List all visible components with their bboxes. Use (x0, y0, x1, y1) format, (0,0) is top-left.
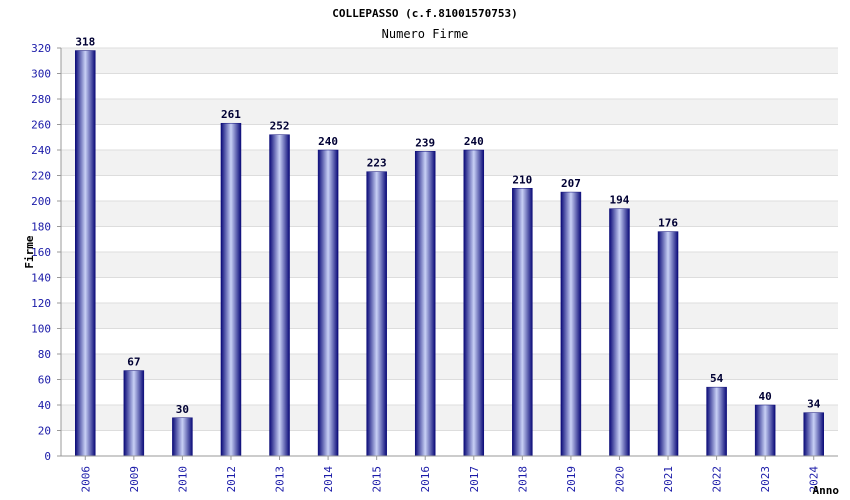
y-tick-label: 100 (31, 323, 51, 336)
y-tick-label: 60 (38, 374, 51, 387)
x-tick-label-2018: 2018 (516, 466, 529, 493)
y-tick-label: 200 (31, 195, 51, 208)
x-tick-label-2017: 2017 (468, 466, 481, 493)
bar-2013 (269, 134, 290, 457)
y-tick-label: 300 (31, 68, 51, 81)
value-label-2022: 54 (710, 372, 724, 385)
value-label-2013: 252 (270, 120, 290, 133)
y-tick-label: 280 (31, 93, 51, 106)
x-tick-label-2014: 2014 (322, 466, 335, 493)
grid-band (61, 150, 838, 176)
x-tick-label-2009: 2009 (128, 466, 141, 493)
x-tick-label-2013: 2013 (274, 466, 287, 493)
bar-2015 (366, 171, 387, 457)
value-label-2020: 194 (610, 194, 630, 207)
grid-band (61, 201, 838, 227)
x-tick-label-2015: 2015 (371, 466, 384, 493)
bar-2010 (172, 417, 193, 457)
bar-2016 (414, 151, 436, 457)
value-label-2006: 318 (75, 36, 95, 49)
chart-title: COLLEPASSO (c.f.81001570753) (332, 7, 517, 20)
y-tick-label: 160 (31, 246, 51, 259)
x-tick-label-2006: 2006 (79, 466, 92, 493)
value-label-2016: 239 (415, 136, 435, 149)
y-tick-label: 40 (38, 399, 51, 412)
value-label-2010: 30 (176, 403, 189, 416)
x-tick-label-2022: 2022 (711, 466, 724, 493)
bar-2019 (560, 191, 582, 457)
value-label-2015: 223 (367, 157, 387, 170)
bar-2014 (317, 149, 339, 457)
y-tick-label: 80 (38, 348, 51, 361)
plot-background (61, 48, 838, 431)
value-label-2021: 176 (658, 217, 678, 230)
x-tick-label-2023: 2023 (759, 466, 772, 493)
grid-band (61, 99, 838, 125)
y-tick-label: 260 (31, 119, 51, 132)
value-label-2024: 34 (807, 398, 821, 411)
value-label-2017: 240 (464, 135, 484, 148)
value-labels: 318 67 30 261 252 240 223 239 240 210 207 194 176 54 4… (75, 36, 820, 416)
chart-subtitle: Numero Firme (382, 27, 469, 41)
value-label-2014: 240 (318, 135, 338, 148)
grid-band (61, 252, 838, 278)
value-label-2018: 210 (512, 173, 532, 186)
y-tick-label: 20 (38, 425, 51, 438)
value-label-2012: 261 (221, 108, 241, 121)
x-tick-label-2020: 2020 (613, 466, 626, 493)
bar-2009 (123, 370, 145, 457)
value-label-2009: 67 (127, 356, 140, 369)
grid-band (61, 48, 838, 74)
x-tick-label-2016: 2016 (419, 466, 432, 493)
y-tick-label: 180 (31, 221, 51, 234)
value-label-2019: 207 (561, 177, 581, 190)
x-tick-label-2021: 2021 (662, 466, 675, 493)
bar-2024 (803, 412, 824, 457)
bar-2018 (512, 188, 533, 457)
y-axis-ticks: 0 20 40 60 80 100 120 140 160 180 200 220 240 260 280 3… (31, 42, 61, 463)
y-tick-label: 240 (31, 144, 51, 157)
bar-2006 (75, 50, 96, 457)
x-tick-label-2010: 2010 (176, 466, 189, 493)
y-tick-label: 220 (31, 170, 51, 183)
bar-2020 (609, 208, 630, 457)
y-tick-label: 0 (44, 450, 51, 463)
y-tick-label: 140 (31, 272, 51, 285)
bars (75, 50, 824, 457)
bar-2022 (706, 386, 727, 457)
bar-2012 (220, 122, 242, 457)
bar-2017 (463, 149, 485, 457)
x-axis-ticks: 2006 2009 2010 2012 2013 2014 2015 2016 2017 2018… (79, 456, 821, 493)
grid-band (61, 354, 838, 380)
grid-band (61, 303, 838, 329)
x-tick-label-2012: 2012 (225, 466, 238, 493)
y-tick-label: 320 (31, 42, 51, 55)
bar-2021 (657, 231, 679, 457)
x-axis-label: Anno (813, 484, 840, 497)
x-tick-label-2019: 2019 (565, 466, 578, 493)
y-tick-label: 120 (31, 297, 51, 310)
value-label-2023: 40 (759, 390, 772, 403)
x-tick-label-2024: 2024 (808, 466, 821, 493)
bar-2023 (754, 404, 776, 457)
y-axis-label: Firme (23, 235, 36, 268)
